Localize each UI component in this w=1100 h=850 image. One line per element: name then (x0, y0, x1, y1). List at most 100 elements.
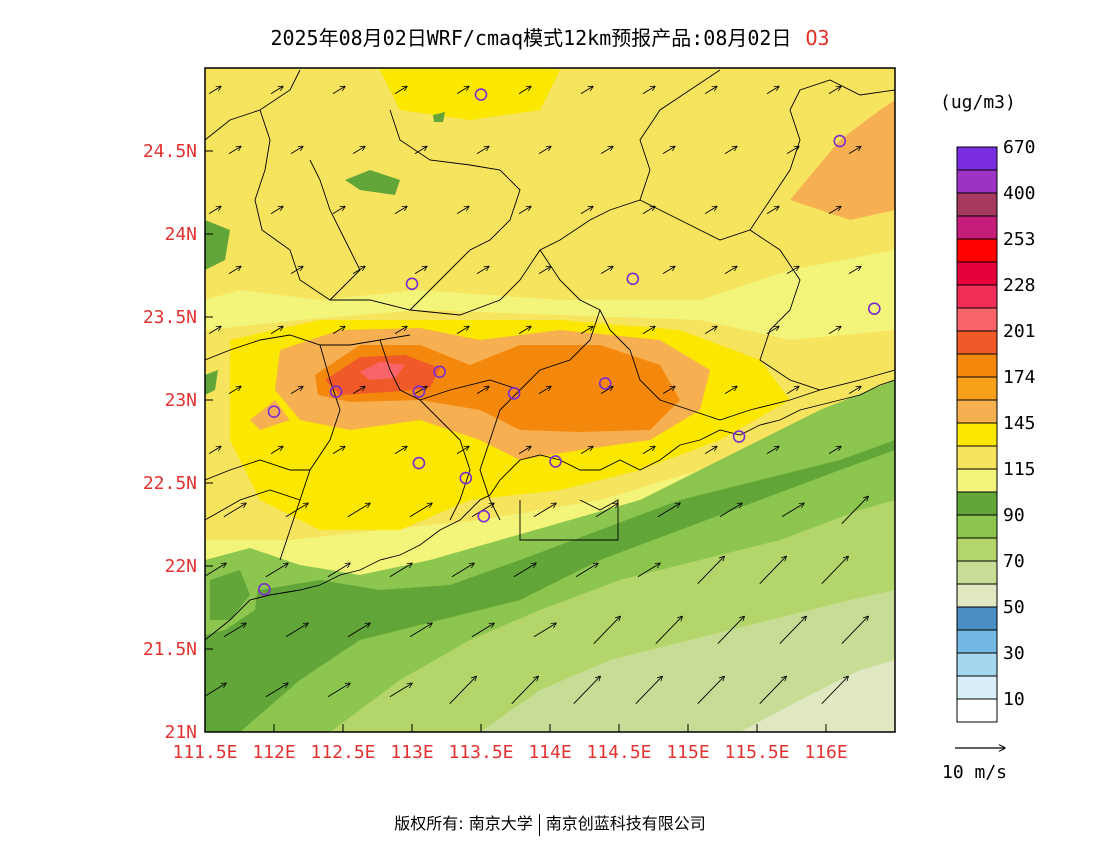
colorbar: 10 30 50 70 90 115 145 174 201 228 253 400 670 (956, 137, 1036, 723)
y-tick-label: 21.5N (143, 639, 197, 660)
wind-vector (332, 206, 345, 215)
x-tick-label: 115E (666, 742, 709, 763)
wind-vector (828, 326, 841, 335)
wind-vector (476, 146, 489, 155)
wind-vector (518, 206, 531, 215)
station-marker (405, 277, 419, 291)
wind-vector (538, 146, 551, 155)
wind-vector (848, 386, 861, 395)
wind-vector (347, 503, 370, 518)
x-tick-label: 112E (252, 742, 295, 763)
station-marker (258, 582, 271, 596)
wind-vector (513, 563, 536, 578)
wind-vector (290, 266, 303, 275)
wind-vector (409, 623, 432, 638)
wind-vector (290, 146, 303, 155)
colorbar-label: 174 (1003, 367, 1036, 388)
wind-vector (352, 266, 365, 275)
wind-vector (704, 446, 717, 455)
concentration-field (205, 68, 895, 732)
wind-vector (697, 556, 724, 584)
wind-vector (786, 146, 799, 155)
wind-vector (511, 676, 538, 704)
wind-vector (766, 326, 779, 335)
wind-vector (828, 86, 841, 95)
colorbar-label: 50 (1003, 597, 1025, 618)
colorbar-label: 90 (1003, 505, 1025, 526)
wind-vector (662, 146, 675, 155)
x-tick-label: 113.5E (448, 742, 513, 763)
wind-vector (848, 266, 861, 275)
colorbar-swatch (956, 215, 998, 240)
colorbar-label: 201 (1003, 321, 1036, 342)
colorbar-swatch (956, 422, 998, 447)
wind-vector (394, 446, 407, 455)
station-marker (867, 302, 881, 316)
wind-vector (208, 86, 221, 95)
wind-vector (409, 503, 432, 518)
wind-vector (766, 446, 779, 455)
wind-vector (265, 563, 288, 578)
colorbar-swatch (956, 376, 998, 401)
colorbar-swatch (956, 146, 998, 171)
wind-reference-label: 10 m/s (942, 762, 1007, 783)
wind-vector (456, 86, 469, 95)
wind-vector (205, 683, 226, 697)
wind-vector (642, 446, 655, 455)
wind-vector (270, 206, 283, 215)
wind-vector (332, 446, 345, 455)
wind-vector (724, 386, 737, 395)
wind-vector (766, 206, 779, 215)
colorbar-swatch (956, 261, 998, 286)
wind-vector (476, 386, 489, 395)
colorbar-swatch (956, 399, 998, 424)
colorbar-label: 70 (1003, 551, 1025, 572)
colorbar-swatch (956, 537, 998, 562)
wind-vector (327, 563, 350, 578)
map-title: 2025年08月02日WRF/cmaq模式12km预报产品:08月02日 O3 (0, 22, 1100, 51)
title-text: 2025年08月02日WRF/cmaq模式12km预报产品:08月02日 (270, 26, 792, 50)
colorbar-label: 30 (1003, 643, 1025, 664)
y-tick-label: 23.5N (143, 307, 197, 328)
wind-vector (704, 326, 717, 335)
wind-vector (223, 503, 246, 518)
x-tick-label: 115.5E (724, 742, 789, 763)
wind-vector (595, 503, 618, 518)
colorbar-label: 670 (1003, 137, 1036, 158)
y-tick-label: 22N (164, 556, 197, 577)
colorbar-label: 228 (1003, 275, 1036, 296)
colorbar-swatch (956, 629, 998, 654)
wind-vector (600, 146, 613, 155)
x-tick-label: 111.5E (172, 742, 237, 763)
y-tick-label: 24N (164, 224, 197, 245)
wind-vector (580, 446, 593, 455)
wind-vectors (205, 86, 868, 704)
x-tick-label: 114E (528, 742, 571, 763)
x-tick-label: 114.5E (586, 742, 651, 763)
wind-vector (347, 623, 370, 638)
wind-vector (352, 146, 365, 155)
colorbar-swatch (956, 652, 998, 677)
colorbar-swatch (956, 698, 998, 723)
wind-vector (593, 616, 620, 644)
wind-vector (270, 446, 283, 455)
wind-vector (657, 503, 680, 518)
colorbar-swatch (956, 353, 998, 378)
colorbar-label: 10 (1003, 689, 1025, 710)
wind-vector (394, 326, 407, 335)
axis-ticks: 111.5E 112E 112.5E 113E 113.5E 114E 114.5E 115E… (143, 141, 848, 763)
wind-vector (518, 86, 531, 95)
wind-vector (662, 386, 675, 395)
wind-vector (841, 496, 868, 524)
pollutant-label: O3 (805, 26, 830, 50)
wind-vector (821, 676, 848, 704)
wind-vector (828, 206, 841, 215)
y-tick-label: 22.5N (143, 473, 197, 494)
station-marker (459, 471, 473, 485)
colorbar-swatch (956, 583, 998, 608)
wind-vector (208, 446, 221, 455)
colorbar-swatch (956, 307, 998, 332)
colorbar-swatch (956, 606, 998, 631)
station-marker (507, 387, 521, 400)
